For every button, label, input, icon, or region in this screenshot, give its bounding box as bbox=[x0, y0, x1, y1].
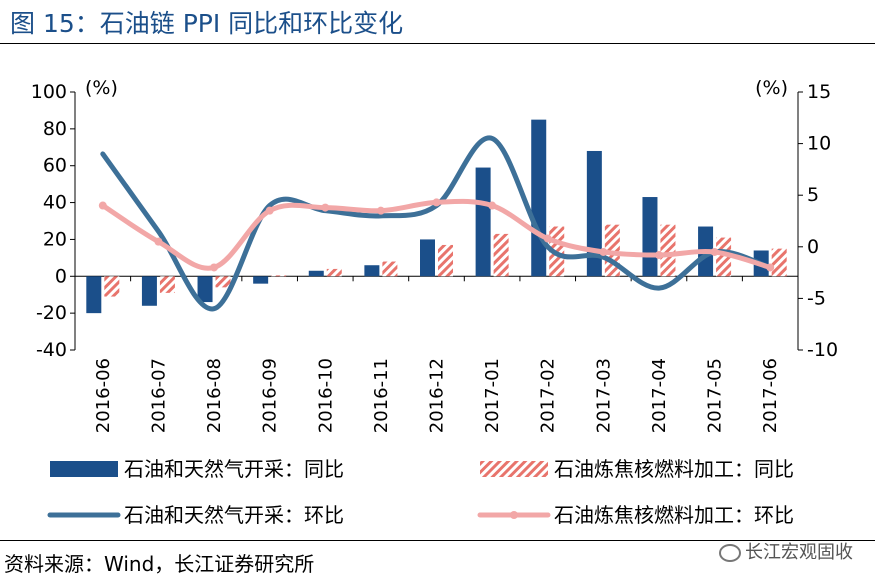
point-refining-mom bbox=[654, 251, 663, 260]
left-tick-label: 80 bbox=[43, 118, 67, 140]
source-text: 资料来源：Wind，长江证券研究所 bbox=[4, 552, 315, 576]
wechat-icon bbox=[719, 544, 741, 562]
right-tick-label: 10 bbox=[807, 133, 831, 155]
chart: -40 -20 0 20 40 60 80 100 -10 -5 0 5 10 15 (%) (%) 2016… bbox=[31, 77, 838, 527]
bar-oil-gas-yoy bbox=[141, 276, 157, 306]
bar-refining-yoy bbox=[326, 268, 342, 277]
figure-title: 图 15：石油链 PPI 同比和环比变化 bbox=[10, 9, 404, 38]
x-tick-label: 2016-10 bbox=[315, 358, 336, 433]
bar-refining-yoy bbox=[215, 276, 231, 288]
left-tick-label: 40 bbox=[43, 192, 67, 214]
x-tick-label: 2017-02 bbox=[538, 358, 559, 433]
legend-swatch bbox=[480, 461, 548, 477]
right-tick-label: -10 bbox=[807, 339, 838, 361]
bar-refining-yoy bbox=[716, 237, 732, 277]
left-tick-label: 0 bbox=[55, 265, 67, 287]
point-refining-mom bbox=[710, 247, 719, 256]
right-tick-label: 5 bbox=[807, 184, 819, 206]
bar-oil-gas-yoy bbox=[197, 276, 213, 303]
bar-oil-gas-yoy bbox=[642, 197, 658, 277]
title-rule bbox=[0, 43, 875, 44]
x-tick-label: 2016-06 bbox=[93, 358, 114, 433]
x-tick-label: 2016-08 bbox=[204, 358, 225, 433]
bar-oil-gas-yoy bbox=[420, 239, 435, 277]
bar-refining-yoy bbox=[159, 276, 175, 293]
brand-text: 长江宏观固收 bbox=[745, 542, 853, 563]
left-tick-label: 100 bbox=[31, 81, 67, 103]
left-axis-unit: (%) bbox=[85, 77, 118, 99]
x-tick-label: 2016-07 bbox=[148, 358, 169, 433]
brand-watermark: 长江宏观固收 bbox=[719, 538, 853, 564]
point-refining-mom bbox=[321, 203, 330, 212]
bar-refining-yoy bbox=[438, 244, 453, 277]
bar-oil-gas-yoy bbox=[531, 119, 547, 277]
left-tick-label: 20 bbox=[43, 228, 67, 250]
source-rule bbox=[0, 540, 875, 541]
point-refining-mom bbox=[98, 201, 107, 210]
left-tick-label: -20 bbox=[36, 302, 67, 324]
legend-label: 石油炼焦核燃料加工：同比 bbox=[554, 457, 794, 481]
point-refining-mom bbox=[432, 198, 441, 207]
point-refining-mom bbox=[210, 263, 219, 272]
x-tick-label: 2017-01 bbox=[482, 358, 503, 433]
point-refining-mom bbox=[488, 201, 497, 210]
bar-oil-gas-yoy bbox=[364, 265, 380, 277]
legend-label: 石油和天然气开采：同比 bbox=[124, 457, 344, 481]
legend-marker bbox=[510, 511, 518, 519]
bar-oil-gas-yoy bbox=[308, 270, 324, 277]
right-axis-unit: (%) bbox=[755, 77, 788, 99]
right-tick-label: 15 bbox=[807, 81, 831, 103]
legend-swatch bbox=[50, 461, 118, 477]
point-refining-mom bbox=[154, 237, 163, 246]
left-tick-label: 60 bbox=[43, 155, 67, 177]
point-refining-mom bbox=[265, 206, 274, 215]
x-tick-label: 2017-06 bbox=[760, 358, 781, 433]
point-refining-mom bbox=[599, 247, 608, 256]
bar-refining-yoy bbox=[771, 248, 787, 277]
point-refining-mom bbox=[376, 206, 385, 215]
bar-oil-gas-yoy bbox=[86, 276, 102, 314]
legend-label: 石油炼焦核燃料加工：环比 bbox=[554, 503, 794, 527]
x-tick-label: 2017-05 bbox=[705, 358, 726, 433]
x-tick-label: 2016-12 bbox=[427, 358, 448, 433]
bar-refining-yoy bbox=[104, 276, 120, 297]
point-refining-mom bbox=[543, 234, 552, 243]
x-tick-label: 2016-11 bbox=[371, 358, 392, 433]
x-tick-label: 2016-09 bbox=[260, 358, 281, 433]
bar-refining-yoy bbox=[660, 224, 676, 277]
bar-refining-yoy bbox=[271, 275, 287, 277]
left-tick-label: -40 bbox=[36, 339, 67, 361]
bar-refining-yoy bbox=[493, 233, 509, 277]
bar-refining-yoy bbox=[382, 261, 398, 277]
point-refining-mom bbox=[766, 263, 775, 272]
bar-oil-gas-yoy bbox=[475, 167, 491, 277]
x-tick-label: 2017-04 bbox=[649, 358, 670, 433]
x-tick-label: 2017-03 bbox=[593, 358, 614, 433]
bar-oil-gas-yoy bbox=[253, 276, 269, 284]
right-tick-label: -5 bbox=[807, 287, 826, 309]
right-tick-label: 0 bbox=[807, 236, 819, 258]
bar-oil-gas-yoy bbox=[586, 150, 602, 277]
legend-label: 石油和天然气开采：环比 bbox=[124, 503, 344, 527]
